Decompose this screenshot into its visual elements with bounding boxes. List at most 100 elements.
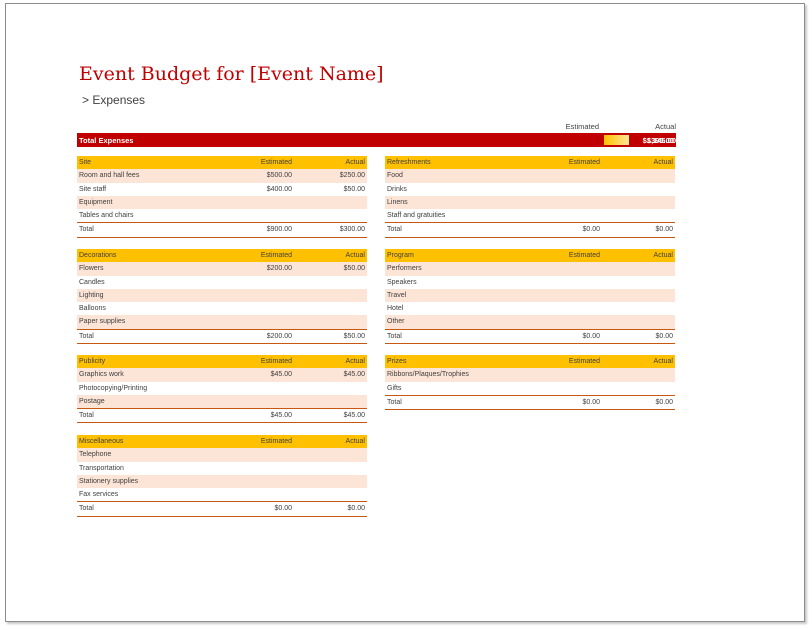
section-rows: Food Drinks Linens Staff and gratuities (385, 169, 675, 223)
table-row: Gifts (385, 381, 675, 395)
actual-column-header: Actual (653, 358, 673, 365)
total-actual-value: $395.00 (646, 136, 674, 145)
section-decorations: Decorations Estimated Actual Flowers $200.00… (77, 249, 367, 345)
actual-column-header: Actual (345, 159, 365, 166)
total-actual-value: $0.00 (655, 332, 673, 340)
total-estimated-value: $45.00 (270, 412, 292, 420)
table-row: Telephone (77, 448, 367, 462)
expense-item-label: Hotel (387, 305, 404, 313)
section-header-site: Site Estimated Actual (77, 156, 367, 170)
expense-item-label: Fax services (79, 491, 119, 499)
expense-item-label: Other (387, 318, 405, 326)
section-header-program: Program Estimated Actual (385, 249, 675, 263)
table-row: Stationery supplies (77, 474, 367, 489)
table-row: Drinks (385, 182, 675, 196)
table-row: Balloons (77, 302, 367, 316)
expense-estimated-value: $500.00 (266, 172, 292, 180)
table-row: Paper supplies (77, 315, 367, 329)
expense-item-label: Linens (387, 198, 408, 206)
expense-item-label: Photocopying/Printing (79, 384, 148, 392)
expense-item-label: Gifts (387, 384, 402, 392)
section-total-row: Total $200.00 $50.00 (77, 328, 367, 345)
expense-item-label: Food (387, 172, 403, 180)
expense-estimated-value: $45.00 (270, 371, 292, 379)
expense-item-label: Flowers (79, 265, 104, 273)
section-title: Refreshments (387, 159, 431, 166)
total-estimated-value: $200.00 (266, 332, 292, 340)
actual-column-header: Actual (345, 358, 365, 365)
section-title: Miscellaneous (79, 438, 124, 445)
estimated-column-header: Estimated (568, 252, 600, 259)
total-label: Total (79, 505, 94, 513)
expense-item-label: Room and hall fees (79, 172, 140, 180)
expense-item-label: Telephone (79, 451, 112, 459)
page-subtitle: > Expenses (82, 93, 146, 107)
expense-actual-value: $50.00 (343, 265, 365, 273)
expense-item-label: Equipment (79, 198, 113, 206)
section-total-row: Total $900.00 $300.00 (77, 222, 367, 238)
section-site: Site Estimated Actual Room and hall fees $50… (77, 156, 367, 238)
table-row: Food (385, 169, 675, 183)
table-row: Site staff $400.00 $50.00 (77, 182, 367, 196)
expense-item-label: Staff and gratuities (387, 212, 446, 220)
expense-item-label: Paper supplies (79, 318, 126, 326)
expense-item-label: Balloons (79, 305, 106, 313)
table-row: Speakers (385, 275, 675, 289)
expense-item-label: Tables and chairs (79, 212, 134, 220)
budget-progress-meter (604, 135, 629, 145)
total-expenses-label: Total Expenses (79, 136, 134, 145)
estimated-column-header: Estimated (260, 252, 292, 259)
expense-actual-value: $50.00 (343, 185, 365, 193)
section-rows: Flowers $200.00 $50.00 Candles Lighting Ballo… (77, 262, 367, 329)
actual-column-header: Actual (345, 438, 365, 445)
section-header-publicity: Publicity Estimated Actual (77, 355, 367, 369)
expense-actual-value: $45.00 (343, 371, 365, 379)
section-header-miscellaneous: Miscellaneous Estimated Actual (77, 435, 367, 449)
table-row: Ribbons/Plaques/Trophies (385, 368, 675, 382)
total-label: Total (387, 332, 402, 340)
estimated-column-header: Estimated (260, 159, 292, 166)
section-publicity: Publicity Estimated Actual Graphics work $45… (77, 355, 367, 424)
table-row: Hotel (385, 302, 675, 316)
table-row: Room and hall fees $500.00 $250.00 (77, 169, 367, 183)
section-rows: Graphics work $45.00 $45.00 Photocopying/Pr… (77, 368, 367, 409)
section-total-row: Total $0.00 $0.00 (385, 394, 675, 411)
table-row: Linens (385, 195, 675, 210)
estimated-column-header: Estimated (568, 159, 600, 166)
section-title: Site (79, 159, 92, 166)
table-row: Tables and chairs (77, 209, 367, 223)
section-total-row: Total $45.00 $45.00 (77, 408, 367, 424)
expense-item-label: Site staff (79, 185, 107, 193)
estimated-column-header: Estimated (260, 358, 292, 365)
table-row: Performers (385, 262, 675, 276)
section-program: Program Estimated Actual Performers Speakers… (385, 249, 675, 345)
total-estimated-value: $1,145.00 (642, 136, 676, 145)
section-total-row: Total $0.00 $0.00 (77, 501, 367, 517)
total-estimated-value: $0.00 (582, 332, 600, 340)
total-label: Total (387, 398, 402, 406)
expense-item-label: Drinks (387, 185, 407, 193)
total-actual-value: $0.00 (655, 398, 673, 406)
table-row: Candles (77, 275, 367, 289)
total-estimated-value: $0.00 (274, 505, 292, 513)
table-row: Photocopying/Printing (77, 381, 367, 395)
expense-item-label: Lighting (79, 291, 104, 299)
total-actual-value: $0.00 (347, 505, 365, 513)
expense-item-label: Transportation (79, 464, 124, 472)
expense-estimated-value: $200.00 (266, 265, 292, 273)
summary-actual-header: Actual (655, 122, 676, 131)
estimated-column-header: Estimated (260, 438, 292, 445)
table-row: Flowers $200.00 $50.00 (77, 262, 367, 276)
total-label: Total (79, 226, 94, 234)
estimated-column-header: Estimated (568, 358, 600, 365)
section-total-row: Total $0.00 $0.00 (385, 222, 675, 238)
total-actual-value: $50.00 (343, 332, 365, 340)
actual-column-header: Actual (345, 252, 365, 259)
section-title: Publicity (79, 358, 106, 365)
actual-column-header: Actual (653, 159, 673, 166)
section-rows: Performers Speakers Travel Hotel Other (385, 262, 675, 329)
table-row: Postage (77, 394, 367, 409)
table-row: Travel (385, 288, 675, 303)
table-row: Equipment (77, 195, 367, 210)
expense-actual-value: $250.00 (339, 172, 365, 180)
